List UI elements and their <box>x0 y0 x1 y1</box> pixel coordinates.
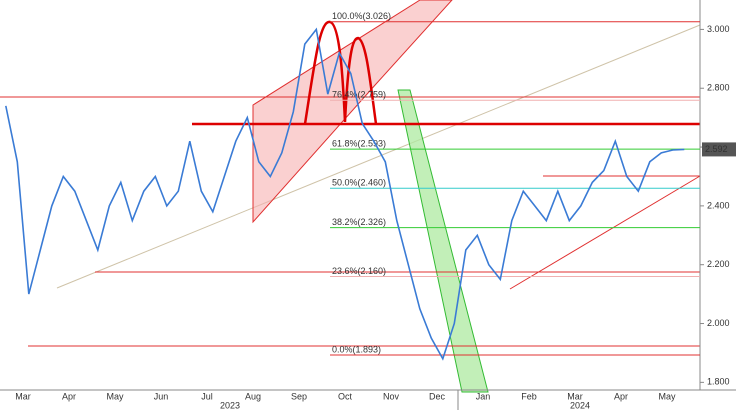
fib-label: 0.0%(1.893) <box>332 344 381 354</box>
x-tick-label: Apr <box>614 391 628 401</box>
fib-label: 23.6%(2.160) <box>332 266 386 276</box>
fib-label: 50.0%(2.460) <box>332 178 386 188</box>
trend-line <box>56 24 701 289</box>
fib-label: 76.4%(2.759) <box>332 90 386 100</box>
x-tick-label: Jan <box>476 391 491 401</box>
x-tick-label: Oct <box>338 391 353 401</box>
last-price-box <box>702 142 736 157</box>
x-tick-label: Nov <box>383 391 400 401</box>
x-tick-label: Aug <box>245 391 261 401</box>
y-tick-label: 2.400 <box>707 200 730 210</box>
fib-label: 38.2%(2.326) <box>332 217 386 227</box>
y-tick-label: 1.800 <box>707 377 730 387</box>
x-tick-label: Feb <box>521 391 537 401</box>
x-tick-label: May <box>106 391 124 401</box>
head-shoulders <box>303 20 378 125</box>
fib-label: 100.0%(3.026) <box>332 11 391 21</box>
falling-channel <box>397 89 489 393</box>
y-tick-label: 2.000 <box>707 318 730 328</box>
price-line <box>5 27 685 361</box>
year-label: 2024 <box>570 400 590 410</box>
x-tick-label: Jul <box>201 391 213 401</box>
x-tick-label: Jun <box>154 391 169 401</box>
x-tick-label: May <box>658 391 676 401</box>
triangle-lower <box>509 175 701 290</box>
x-tick-label: Mar <box>15 391 31 401</box>
y-tick-label: 2.200 <box>707 259 730 269</box>
year-label: 2023 <box>220 400 240 410</box>
x-tick-label: Mar <box>567 391 583 401</box>
last-price-label: 2.592 <box>705 144 728 154</box>
x-tick-label: Sep <box>291 391 307 401</box>
y-tick-label: 3.000 <box>707 24 730 34</box>
y-tick-label: 2.800 <box>707 83 730 93</box>
x-tick-label: Dec <box>429 391 446 401</box>
x-tick-label: Apr <box>62 391 76 401</box>
fib-label: 61.8%(2.593) <box>332 138 386 148</box>
